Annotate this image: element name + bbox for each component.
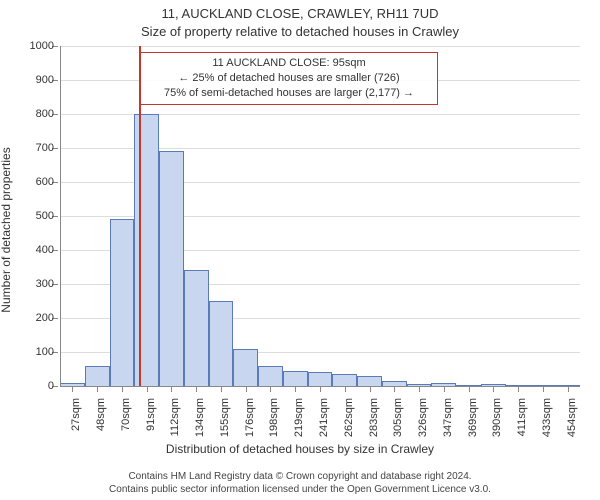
x-tick-label: 326sqm bbox=[417, 398, 429, 437]
x-tick-label: 155sqm bbox=[219, 398, 231, 437]
histogram-bar bbox=[332, 374, 357, 386]
x-tick-label: 70sqm bbox=[120, 398, 132, 431]
y-tick-label: 100 bbox=[36, 346, 54, 358]
x-axis-line bbox=[60, 386, 580, 387]
x-tick-label: 27sqm bbox=[70, 398, 82, 431]
footer-line-2: Contains public sector information licen… bbox=[0, 483, 600, 496]
x-tick-label: 433sqm bbox=[541, 398, 553, 437]
histogram-bar bbox=[85, 366, 110, 386]
y-tick-label: 300 bbox=[36, 278, 54, 290]
x-tick-label: 134sqm bbox=[194, 398, 206, 437]
y-axis-label: Number of detached properties bbox=[0, 65, 13, 230]
annotation-line: ← 25% of detached houses are smaller (72… bbox=[149, 71, 429, 86]
histogram-bar bbox=[258, 366, 283, 386]
annotation-line: 11 AUCKLAND CLOSE: 95sqm bbox=[149, 56, 429, 71]
x-tick-label: 262sqm bbox=[343, 398, 355, 437]
x-tick-label: 241sqm bbox=[318, 398, 330, 437]
annotation-line: 75% of semi-detached houses are larger (… bbox=[149, 86, 429, 101]
y-tick-label: 900 bbox=[36, 74, 54, 86]
x-axis-label: Distribution of detached houses by size … bbox=[0, 442, 600, 456]
chart-title: 11, AUCKLAND CLOSE, CRAWLEY, RH11 7UD bbox=[0, 6, 600, 21]
plot-area: 0100200300400500600700800900100027sqm48s… bbox=[60, 46, 580, 386]
x-tick-label: 283sqm bbox=[368, 398, 380, 437]
x-tick-label: 347sqm bbox=[442, 398, 454, 437]
histogram-bar bbox=[308, 372, 333, 386]
y-tick-label: 200 bbox=[36, 312, 54, 324]
y-tick-label: 700 bbox=[36, 142, 54, 154]
y-tick-label: 1000 bbox=[30, 40, 54, 52]
y-tick-label: 800 bbox=[36, 108, 54, 120]
histogram-bar bbox=[357, 376, 382, 386]
x-tick-label: 411sqm bbox=[516, 398, 528, 436]
y-tick-label: 500 bbox=[36, 210, 54, 222]
annotation-box: 11 AUCKLAND CLOSE: 95sqm← 25% of detache… bbox=[140, 52, 438, 105]
x-tick-label: 48sqm bbox=[95, 398, 107, 431]
x-tick-label: 390sqm bbox=[491, 398, 503, 437]
histogram-bar bbox=[283, 371, 308, 386]
x-tick-label: 91sqm bbox=[145, 398, 157, 431]
histogram-bar bbox=[159, 151, 184, 386]
x-tick-label: 112sqm bbox=[169, 398, 181, 436]
y-tick-label: 0 bbox=[48, 380, 54, 392]
gridline bbox=[60, 46, 580, 47]
histogram-bar bbox=[134, 114, 159, 386]
histogram-bar bbox=[184, 270, 209, 386]
chart-subtitle: Size of property relative to detached ho… bbox=[0, 24, 600, 39]
histogram-bar bbox=[233, 349, 258, 386]
footer-attribution: Contains HM Land Registry data © Crown c… bbox=[0, 470, 600, 496]
y-tick-label: 600 bbox=[36, 176, 54, 188]
x-tick-label: 198sqm bbox=[268, 398, 280, 437]
x-tick-label: 454sqm bbox=[566, 398, 578, 437]
chart-container: 11, AUCKLAND CLOSE, CRAWLEY, RH11 7UD Si… bbox=[0, 0, 600, 500]
y-tick-label: 400 bbox=[36, 244, 54, 256]
histogram-bar bbox=[209, 301, 234, 386]
histogram-bar bbox=[110, 219, 135, 386]
x-tick-label: 369sqm bbox=[467, 398, 479, 437]
x-tick-label: 219sqm bbox=[293, 398, 305, 437]
y-axis-line bbox=[60, 46, 61, 386]
footer-line-1: Contains HM Land Registry data © Crown c… bbox=[0, 470, 600, 483]
x-tick-label: 305sqm bbox=[392, 398, 404, 437]
x-tick-label: 176sqm bbox=[244, 398, 256, 437]
